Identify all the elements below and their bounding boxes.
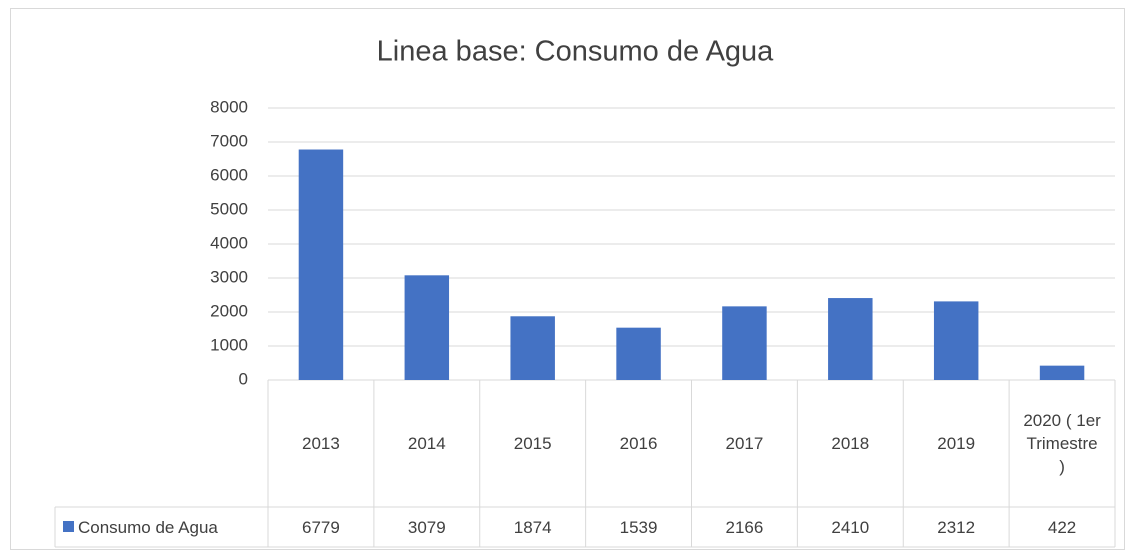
table-value: 2312 bbox=[903, 507, 1009, 547]
y-tick-label: 0 bbox=[239, 369, 248, 388]
table-value-text: 1539 bbox=[619, 517, 658, 537]
x-tick-label-text: 2020 ( 1er Trimestre ) bbox=[1023, 411, 1101, 476]
legend-label: Consumo de Agua bbox=[78, 507, 266, 547]
table-value-text: 6779 bbox=[302, 517, 340, 537]
table-value: 6779 bbox=[268, 507, 374, 547]
table-value-text: 2166 bbox=[725, 517, 764, 537]
y-tick-label: 7000 bbox=[210, 131, 248, 150]
table-value-text: 2312 bbox=[937, 517, 976, 537]
x-tick-label-text: 2013 bbox=[302, 434, 340, 453]
y-tick-label: 4000 bbox=[210, 233, 248, 252]
table-value-text: 2410 bbox=[831, 517, 870, 537]
bar bbox=[933, 301, 979, 380]
y-tick-label: 5000 bbox=[210, 199, 248, 218]
y-tick-label: 1000 bbox=[210, 335, 248, 354]
x-tick-label: 2014 bbox=[374, 380, 480, 507]
y-tick-label: 3000 bbox=[210, 267, 248, 286]
y-tick-label: 8000 bbox=[210, 97, 248, 116]
x-tick-label: 2019 bbox=[903, 380, 1009, 507]
x-tick-label: 2016 bbox=[586, 380, 692, 507]
bar bbox=[722, 306, 767, 380]
legend-swatch bbox=[63, 521, 74, 532]
x-tick-label-text: 2018 bbox=[831, 434, 870, 453]
x-tick-label-text: 2016 bbox=[619, 434, 658, 453]
table-value-text: 422 bbox=[1047, 517, 1077, 537]
x-tick-label: 2013 bbox=[268, 380, 374, 507]
table-value: 2410 bbox=[797, 507, 903, 547]
x-tick-label: 2015 bbox=[480, 380, 586, 507]
bar bbox=[404, 275, 450, 380]
legend-label-text: Consumo de Agua bbox=[78, 517, 218, 537]
chart-title: Linea base: Consumo de Agua bbox=[377, 36, 774, 68]
table-value: 1874 bbox=[480, 507, 586, 547]
table-value-text: 3079 bbox=[407, 517, 446, 537]
x-tick-label: 2018 bbox=[797, 380, 903, 507]
bar bbox=[510, 316, 555, 380]
chart-frame bbox=[10, 8, 1125, 550]
table-value: 2166 bbox=[692, 507, 798, 547]
y-tick-label: 6000 bbox=[210, 165, 248, 184]
x-tick-label: 2020 ( 1er Trimestre ) bbox=[1009, 380, 1115, 507]
x-tick-label-text: 2017 bbox=[725, 434, 764, 453]
x-tick-label: 2017 bbox=[692, 380, 798, 507]
bar bbox=[1039, 365, 1085, 380]
x-tick-label-text: 2019 bbox=[937, 434, 976, 453]
x-tick-label-text: 2014 bbox=[407, 434, 446, 453]
table-value: 422 bbox=[1009, 507, 1115, 547]
y-tick-label: 2000 bbox=[210, 301, 248, 320]
table-value: 3079 bbox=[374, 507, 480, 547]
bar bbox=[828, 298, 873, 380]
table-value-text: 1874 bbox=[513, 517, 552, 537]
table-value: 1539 bbox=[586, 507, 692, 547]
bar bbox=[298, 149, 344, 380]
x-tick-label-text: 2015 bbox=[513, 434, 552, 453]
bar bbox=[616, 327, 661, 380]
